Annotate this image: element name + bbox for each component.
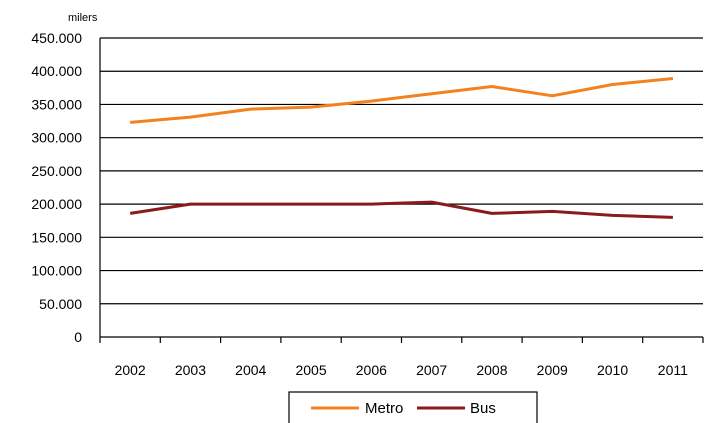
series-lines xyxy=(129,77,674,219)
y-axis-tick-labels: 0 50.000 100.000 150.000 200.000 250.000 300.0… xyxy=(31,30,82,345)
x-tick-label: 2006 xyxy=(356,362,387,378)
y-tick-label: 450.000 xyxy=(31,30,82,46)
y-tick-label: 250.000 xyxy=(31,163,82,179)
x-tick-label: 2008 xyxy=(476,362,507,378)
x-axis: 2002 2003 2004 2005 2006 2007 2008 2009 2010 2011 xyxy=(99,38,704,378)
y-unit-label: milers xyxy=(68,12,98,24)
x-tick-label: 2011 xyxy=(658,362,688,378)
y-tick-label: 50.000 xyxy=(39,296,82,312)
legend-label-metro: Metro xyxy=(365,400,403,417)
y-tick-label: 200.000 xyxy=(31,196,82,212)
x-tick-label: 2002 xyxy=(115,362,146,378)
y-tick-label: 400.000 xyxy=(31,63,82,79)
series-line-bus xyxy=(129,200,673,219)
y-tick-label: 350.000 xyxy=(31,96,82,112)
y-tick-label: 150.000 xyxy=(31,229,82,245)
x-tick-label: 2003 xyxy=(175,362,206,378)
y-tick-label: 300.000 xyxy=(31,130,82,146)
legend-label-bus: Bus xyxy=(470,400,496,417)
x-tick-label: 2005 xyxy=(295,362,326,378)
y-tick-label: 100.000 xyxy=(31,263,82,279)
series-line-metro xyxy=(130,77,674,124)
legend: Metro Bus xyxy=(288,391,538,423)
x-tick-label: 2007 xyxy=(416,362,447,378)
y-tick-label: 0 xyxy=(74,329,82,345)
x-tick-label: 2004 xyxy=(235,362,266,378)
x-tick-label: 2009 xyxy=(537,362,568,378)
gridlines xyxy=(100,37,703,305)
x-tick-label: 2010 xyxy=(597,362,628,378)
